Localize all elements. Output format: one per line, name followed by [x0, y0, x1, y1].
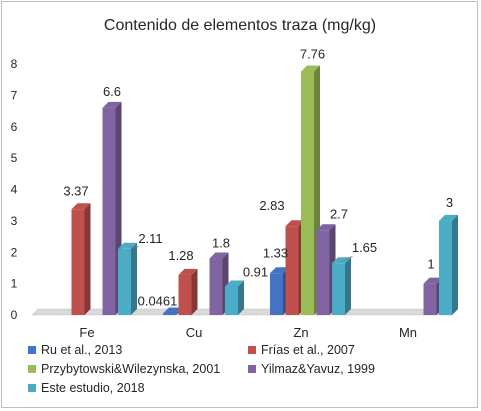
legend-label: Ru et al., 2013 — [41, 343, 122, 357]
bar-side — [191, 268, 198, 315]
chart-floor — [31, 308, 459, 316]
legend-item: Przybytowski&Wilezynska, 2001 — [28, 362, 220, 376]
bar — [225, 280, 244, 315]
bar-front — [178, 274, 192, 315]
bar-front — [270, 273, 283, 315]
bar-front — [316, 230, 330, 315]
legend-swatch — [28, 365, 36, 373]
legend-item: Ru et al., 2013 — [28, 343, 122, 357]
bar-front — [102, 107, 116, 315]
bar-top — [316, 224, 336, 231]
data-label: 3.37 — [63, 183, 88, 198]
bar-top — [439, 214, 458, 221]
data-label: 2.7 — [330, 206, 348, 221]
chart-title: Contenido de elementos traza (mg/kg) — [104, 17, 376, 34]
data-label: 1.65 — [352, 240, 377, 255]
bar-front — [439, 220, 452, 315]
legend-item: Este estudio, 2018 — [28, 381, 145, 395]
legend-swatch — [28, 384, 36, 392]
data-label: 0.0461 — [138, 294, 178, 309]
bar-front — [209, 258, 223, 315]
data-label: 1.33 — [263, 245, 288, 260]
bar — [178, 268, 198, 315]
bar-top — [285, 220, 305, 227]
bar-side — [238, 280, 244, 315]
data-label: 1.8 — [212, 236, 230, 251]
bar-top — [71, 203, 91, 210]
bar-side — [452, 214, 458, 315]
bar-top — [118, 242, 137, 249]
bar-side — [84, 203, 91, 315]
bar-top — [423, 277, 443, 284]
bar — [332, 257, 351, 315]
y-tick-label: 4 — [11, 183, 18, 197]
legend-label: Przybytowski&Wilezynska, 2001 — [41, 362, 220, 376]
data-label: 0.91 — [243, 264, 268, 279]
axis-layer: 0 1 2 3 4 5 6 7 8 Fe Cu Zn Mn — [11, 57, 459, 340]
legend-swatch — [248, 346, 256, 354]
data-label: 3 — [446, 195, 453, 210]
bar — [71, 203, 91, 315]
legend: Ru et al., 2013 Frías et al., 2007 Przybyt… — [28, 343, 375, 395]
legend-swatch — [28, 346, 36, 354]
bar-top — [163, 307, 182, 314]
data-label: 2.11 — [138, 231, 162, 246]
bar-top — [102, 101, 122, 108]
y-tick-label: 6 — [11, 120, 18, 134]
data-label: 7.76 — [300, 47, 325, 62]
bar-top — [301, 65, 320, 72]
legend-item: Yilmaz&Yavuz, 1999 — [248, 362, 375, 376]
y-tick-label: 3 — [11, 214, 18, 228]
legend-label: Yilmaz&Yavuz, 1999 — [261, 362, 375, 376]
data-label: 1.28 — [168, 248, 193, 263]
y-tick-label: 2 — [11, 245, 18, 259]
bars-layer — [71, 65, 458, 315]
bar-front — [71, 209, 85, 315]
data-label: 2.83 — [259, 198, 284, 213]
leader-line — [342, 255, 353, 262]
bar-front — [118, 248, 131, 315]
x-tick-label: Zn — [293, 325, 308, 340]
bar-top — [225, 280, 244, 287]
legend-label: Este estudio, 2018 — [41, 381, 145, 395]
bar — [118, 242, 137, 315]
bar-front — [225, 286, 238, 315]
bar-front — [285, 226, 299, 315]
bar-top — [178, 268, 198, 275]
bar-top — [332, 257, 351, 264]
x-tick-label: Cu — [186, 325, 203, 340]
legend-item: Frías et al., 2007 — [248, 343, 355, 357]
bar-front — [332, 263, 345, 315]
data-labels-layer: 0.0461 1.33 3.37 1.28 2.83 7.76 6.6 1.8 2.7 1 2.11… — [63, 47, 453, 309]
x-tick-label: Mn — [399, 325, 417, 340]
bar — [439, 214, 458, 315]
y-tick-label: 1 — [11, 277, 18, 291]
y-tick-label: 8 — [11, 57, 18, 71]
bar-top — [270, 267, 289, 274]
data-label: 1 — [427, 257, 434, 272]
legend-label: Frías et al., 2007 — [261, 343, 355, 357]
bar-side — [131, 242, 137, 315]
data-label: 6.6 — [103, 84, 121, 99]
y-tick-label: 7 — [11, 88, 18, 102]
y-tick-label: 0 — [11, 308, 18, 322]
bar-side — [345, 257, 351, 315]
bar-front — [301, 71, 314, 315]
bar-front — [163, 313, 176, 315]
bar-top — [209, 252, 229, 259]
bar-front — [423, 283, 437, 315]
y-tick-label: 5 — [11, 151, 18, 165]
legend-swatch — [248, 365, 256, 373]
x-tick-label: Fe — [79, 325, 94, 340]
